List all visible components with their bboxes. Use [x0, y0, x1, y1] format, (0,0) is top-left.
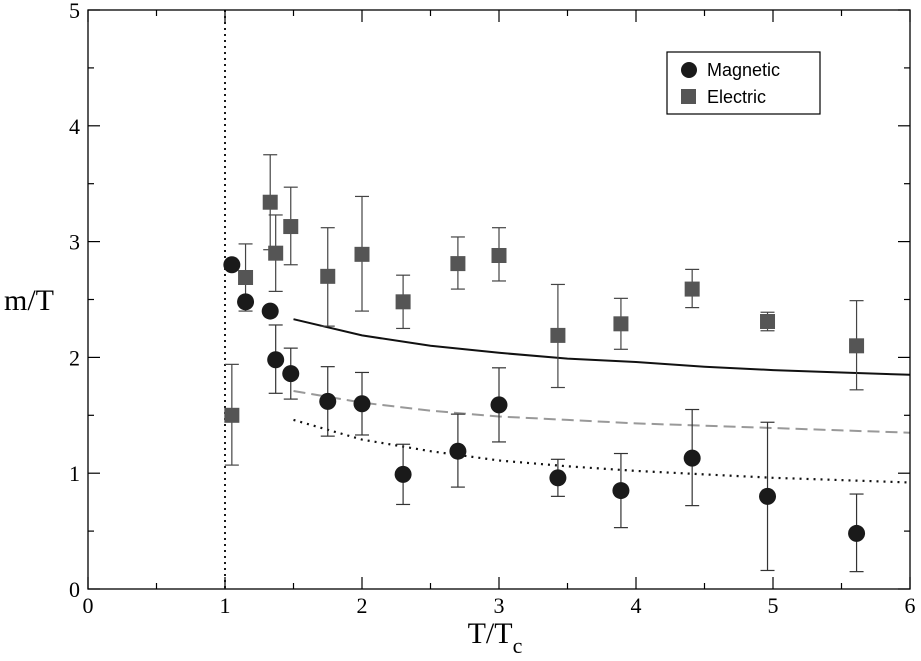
x-tick-label: 3	[494, 593, 505, 618]
x-tick-label: 1	[220, 593, 231, 618]
y-tick-label: 5	[69, 0, 80, 23]
magnetic-point	[319, 392, 337, 410]
x-tick-label: 6	[905, 593, 916, 618]
x-tick-label: 4	[631, 593, 642, 618]
electric-point	[491, 247, 507, 263]
x-tick-label: 0	[83, 593, 94, 618]
electric-point	[613, 316, 629, 332]
electric-point	[320, 268, 336, 284]
y-tick-label: 1	[69, 461, 80, 486]
magnetic-point	[394, 465, 412, 483]
y-tick-label: 2	[69, 345, 80, 370]
y-tick-label: 3	[69, 230, 80, 255]
electric-point	[395, 294, 411, 310]
magnetic-point	[848, 524, 866, 542]
magnetic-point	[490, 396, 508, 414]
magnetic-point	[223, 256, 241, 274]
x-axis-label-subscript: c	[513, 633, 523, 658]
magnetic-point	[683, 449, 701, 467]
magnetic-point	[549, 469, 567, 487]
dotted-curve	[293, 418, 911, 484]
electric-point	[283, 219, 299, 235]
electric-point	[684, 281, 700, 297]
y-axis-label: m/T	[4, 284, 54, 317]
electric-point	[354, 246, 370, 262]
y-tick-label: 0	[69, 577, 80, 602]
electric-point	[262, 194, 278, 210]
electric-point	[450, 256, 466, 272]
magnetic-point	[353, 395, 371, 413]
legend-marker-magnetic	[681, 62, 697, 78]
legend-label-magnetic: Magnetic	[707, 60, 780, 80]
magnetic-point	[449, 442, 467, 460]
electric-point	[550, 327, 566, 343]
electric-point	[849, 338, 865, 354]
electric-point	[268, 245, 284, 261]
x-axis-label: T/Tc	[468, 617, 523, 658]
x-tick-label: 5	[768, 593, 779, 618]
x-axis-label-main: T/T	[468, 617, 513, 650]
x-tick-label: 2	[357, 593, 368, 618]
dashed-curve	[293, 390, 911, 434]
magnetic-point	[237, 293, 255, 311]
electric-point	[224, 407, 240, 423]
legend-marker-electric	[681, 89, 696, 104]
magnetic-point	[612, 482, 630, 500]
legend: Magnetic Electric	[666, 51, 821, 115]
magnetic-point	[759, 487, 777, 505]
solid-curve	[293, 318, 911, 376]
electric-point	[238, 269, 254, 285]
electric-point	[760, 314, 776, 330]
y-tick-label: 4	[69, 114, 80, 139]
magnetic-point	[261, 302, 279, 320]
legend-label-electric: Electric	[707, 87, 766, 107]
magnetic-point	[267, 351, 285, 369]
magnetic-point	[282, 365, 300, 383]
